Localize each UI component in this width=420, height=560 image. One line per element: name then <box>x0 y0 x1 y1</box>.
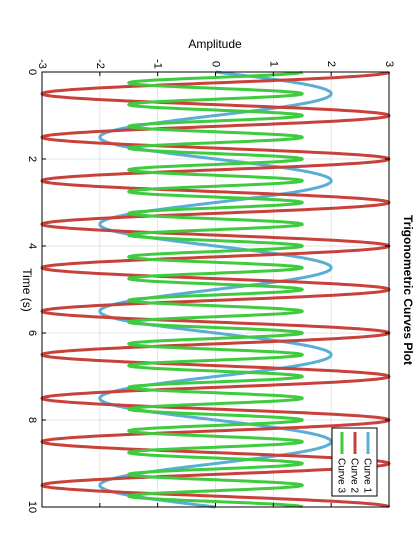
series-line-curve-3 <box>127 70 304 509</box>
legend-label-curve-1: Curve 1 <box>362 458 373 493</box>
x-tick-label: 6 <box>26 330 38 336</box>
y-axis-label: Amplitude <box>188 37 242 51</box>
x-tick-label: 4 <box>26 243 38 249</box>
legend-label-curve-3: Curve 3 <box>336 458 347 493</box>
y-tick-label: 0 <box>210 61 222 67</box>
y-tick-label: -2 <box>94 59 106 69</box>
legend-label-curve-2: Curve 2 <box>349 458 360 493</box>
y-tick-label: 3 <box>383 61 395 67</box>
axes: -3 -2 -1 0 1 2 3 0 2 4 6 8 10 <box>26 59 395 513</box>
x-tick-label: 10 <box>26 501 38 513</box>
x-tick-label: 0 <box>26 69 38 75</box>
y-tick-label: 2 <box>325 61 337 67</box>
y-tick-label: -1 <box>152 59 164 69</box>
legend: Curve 1 Curve 2 Curve 3 <box>331 427 378 497</box>
y-tick-label: 1 <box>267 61 279 67</box>
x-tick-label: 8 <box>26 417 38 423</box>
x-axis-label: Time (s) <box>20 268 34 312</box>
x-tick-label: 2 <box>26 156 38 162</box>
y-tick-label: -3 <box>36 59 48 69</box>
chart-title: Trigonometric Curves Plot <box>401 215 415 365</box>
